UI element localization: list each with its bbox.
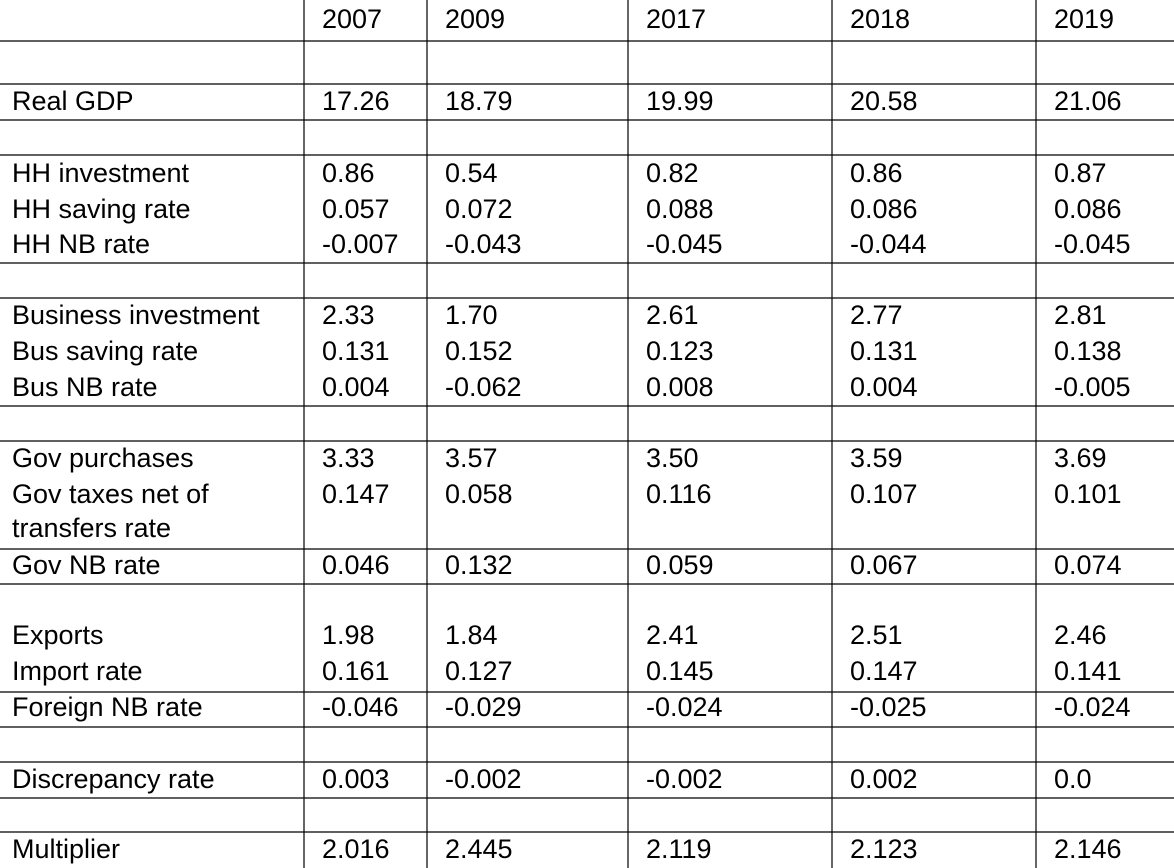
table-cell: 0.059 — [646, 550, 714, 580]
table-cell: 2.46 — [1054, 620, 1107, 650]
table-cell: 0.145 — [646, 656, 714, 686]
table-cell: 0.058 — [445, 479, 513, 509]
table-cell: 2.81 — [1054, 300, 1107, 330]
table-cell: 0.067 — [850, 550, 918, 580]
table-cell: 0.008 — [646, 372, 714, 402]
table-cell: 0.002 — [850, 764, 918, 794]
table-cell: 1.98 — [322, 620, 375, 650]
row-label: HH investment — [12, 158, 190, 188]
row-label: Gov purchases — [12, 443, 194, 473]
table-cell: 20.58 — [850, 86, 918, 116]
table-cell: 2.51 — [850, 620, 903, 650]
row-label: Import rate — [12, 656, 143, 686]
row-label: Foreign NB rate — [12, 692, 203, 722]
table-cell: 0.131 — [850, 336, 918, 366]
table-cell: 0.107 — [850, 479, 918, 509]
table-cell: 0.004 — [322, 372, 390, 402]
table-cell: 2.77 — [850, 300, 903, 330]
table-cell: -0.043 — [445, 229, 522, 259]
table-cell: 3.33 — [322, 443, 375, 473]
table-cell: 2.33 — [322, 300, 375, 330]
row-label: Multiplier — [12, 834, 121, 864]
table-cell: -0.024 — [1054, 692, 1131, 722]
table-cell: 0.116 — [646, 479, 712, 509]
table-cell: 0.131 — [322, 336, 390, 366]
table-cell: 0.127 — [445, 656, 513, 686]
table-cell: -0.046 — [322, 692, 399, 722]
table-cell: -0.024 — [646, 692, 723, 722]
row-label: Gov NB rate — [12, 550, 161, 580]
table-cell: 19.99 — [646, 86, 714, 116]
table-cell: 0.138 — [1054, 336, 1122, 366]
table-cell: 0.86 — [850, 158, 903, 188]
table-cell: 1.70 — [445, 300, 498, 330]
table-cell: 0.003 — [322, 764, 390, 794]
row-label: Business investment — [12, 300, 260, 330]
row-label: Discrepancy rate — [12, 764, 215, 794]
table-cell: -0.002 — [445, 764, 522, 794]
column-header: 2007 — [322, 4, 383, 34]
table-cell: -0.002 — [646, 764, 723, 794]
table-cell: 0.072 — [445, 194, 513, 224]
table-cell: 0.141 — [1054, 656, 1122, 686]
table-cell: -0.044 — [850, 229, 927, 259]
table-cell: 0.132 — [445, 550, 513, 580]
table-cell: 0.87 — [1054, 158, 1107, 188]
table-cell: 2.123 — [850, 834, 918, 864]
table-cell: 2.41 — [646, 620, 699, 650]
table-cell: 3.50 — [646, 443, 699, 473]
table-cell: -0.045 — [646, 229, 723, 259]
table-cell: 2.61 — [646, 300, 699, 330]
table-cell: 2.146 — [1054, 834, 1122, 864]
table-cell: 0.82 — [646, 158, 699, 188]
table-cell: 2.119 — [646, 834, 712, 864]
table-cell: 3.69 — [1054, 443, 1107, 473]
table-cell: 0.147 — [322, 479, 390, 509]
table-cell: 0.86 — [322, 158, 375, 188]
row-label: Real GDP — [12, 86, 134, 116]
table-cell: 1.84 — [445, 620, 498, 650]
table-cell: 0.123 — [646, 336, 714, 366]
table-cell: 0.54 — [445, 158, 498, 188]
table-cell: -0.062 — [445, 372, 522, 402]
table-cell: -0.045 — [1054, 229, 1131, 259]
table-cell: -0.029 — [445, 692, 522, 722]
table-cell: 0.101 — [1054, 479, 1122, 509]
table-cell: 0.0 — [1054, 764, 1092, 794]
column-header: 2018 — [850, 4, 911, 34]
table-cell: 18.79 — [445, 86, 513, 116]
row-label: Gov taxes net of transfers rate — [12, 479, 209, 543]
table-cell: 0.074 — [1054, 550, 1122, 580]
row-label: Bus NB rate — [12, 372, 158, 402]
table-cell: 0.088 — [646, 194, 714, 224]
row-label: HH saving rate — [12, 194, 191, 224]
table-cell: 2.016 — [322, 834, 390, 864]
table-cell: 0.086 — [850, 194, 918, 224]
table-cell: 2.445 — [445, 834, 513, 864]
table-cell: 0.057 — [322, 194, 390, 224]
table-cell: 0.086 — [1054, 194, 1122, 224]
row-label: Exports — [12, 620, 104, 650]
table-cell: 17.26 — [322, 86, 390, 116]
table-cell: 0.004 — [850, 372, 918, 402]
table-cell: 3.57 — [445, 443, 498, 473]
table-cell: -0.007 — [322, 229, 399, 259]
row-label: HH NB rate — [12, 229, 151, 259]
table-cell: 0.147 — [850, 656, 918, 686]
table-cell: 3.59 — [850, 443, 903, 473]
column-header: 2019 — [1054, 4, 1115, 34]
column-header: 2009 — [445, 4, 506, 34]
table-cell: -0.025 — [850, 692, 927, 722]
row-label: Bus saving rate — [12, 336, 199, 366]
table-cell: 0.161 — [322, 656, 390, 686]
table-cell: 0.046 — [322, 550, 390, 580]
table-cell: 0.152 — [445, 336, 513, 366]
column-header: 2017 — [646, 4, 707, 34]
table-cell: -0.005 — [1054, 372, 1131, 402]
table-cell: 21.06 — [1054, 86, 1122, 116]
